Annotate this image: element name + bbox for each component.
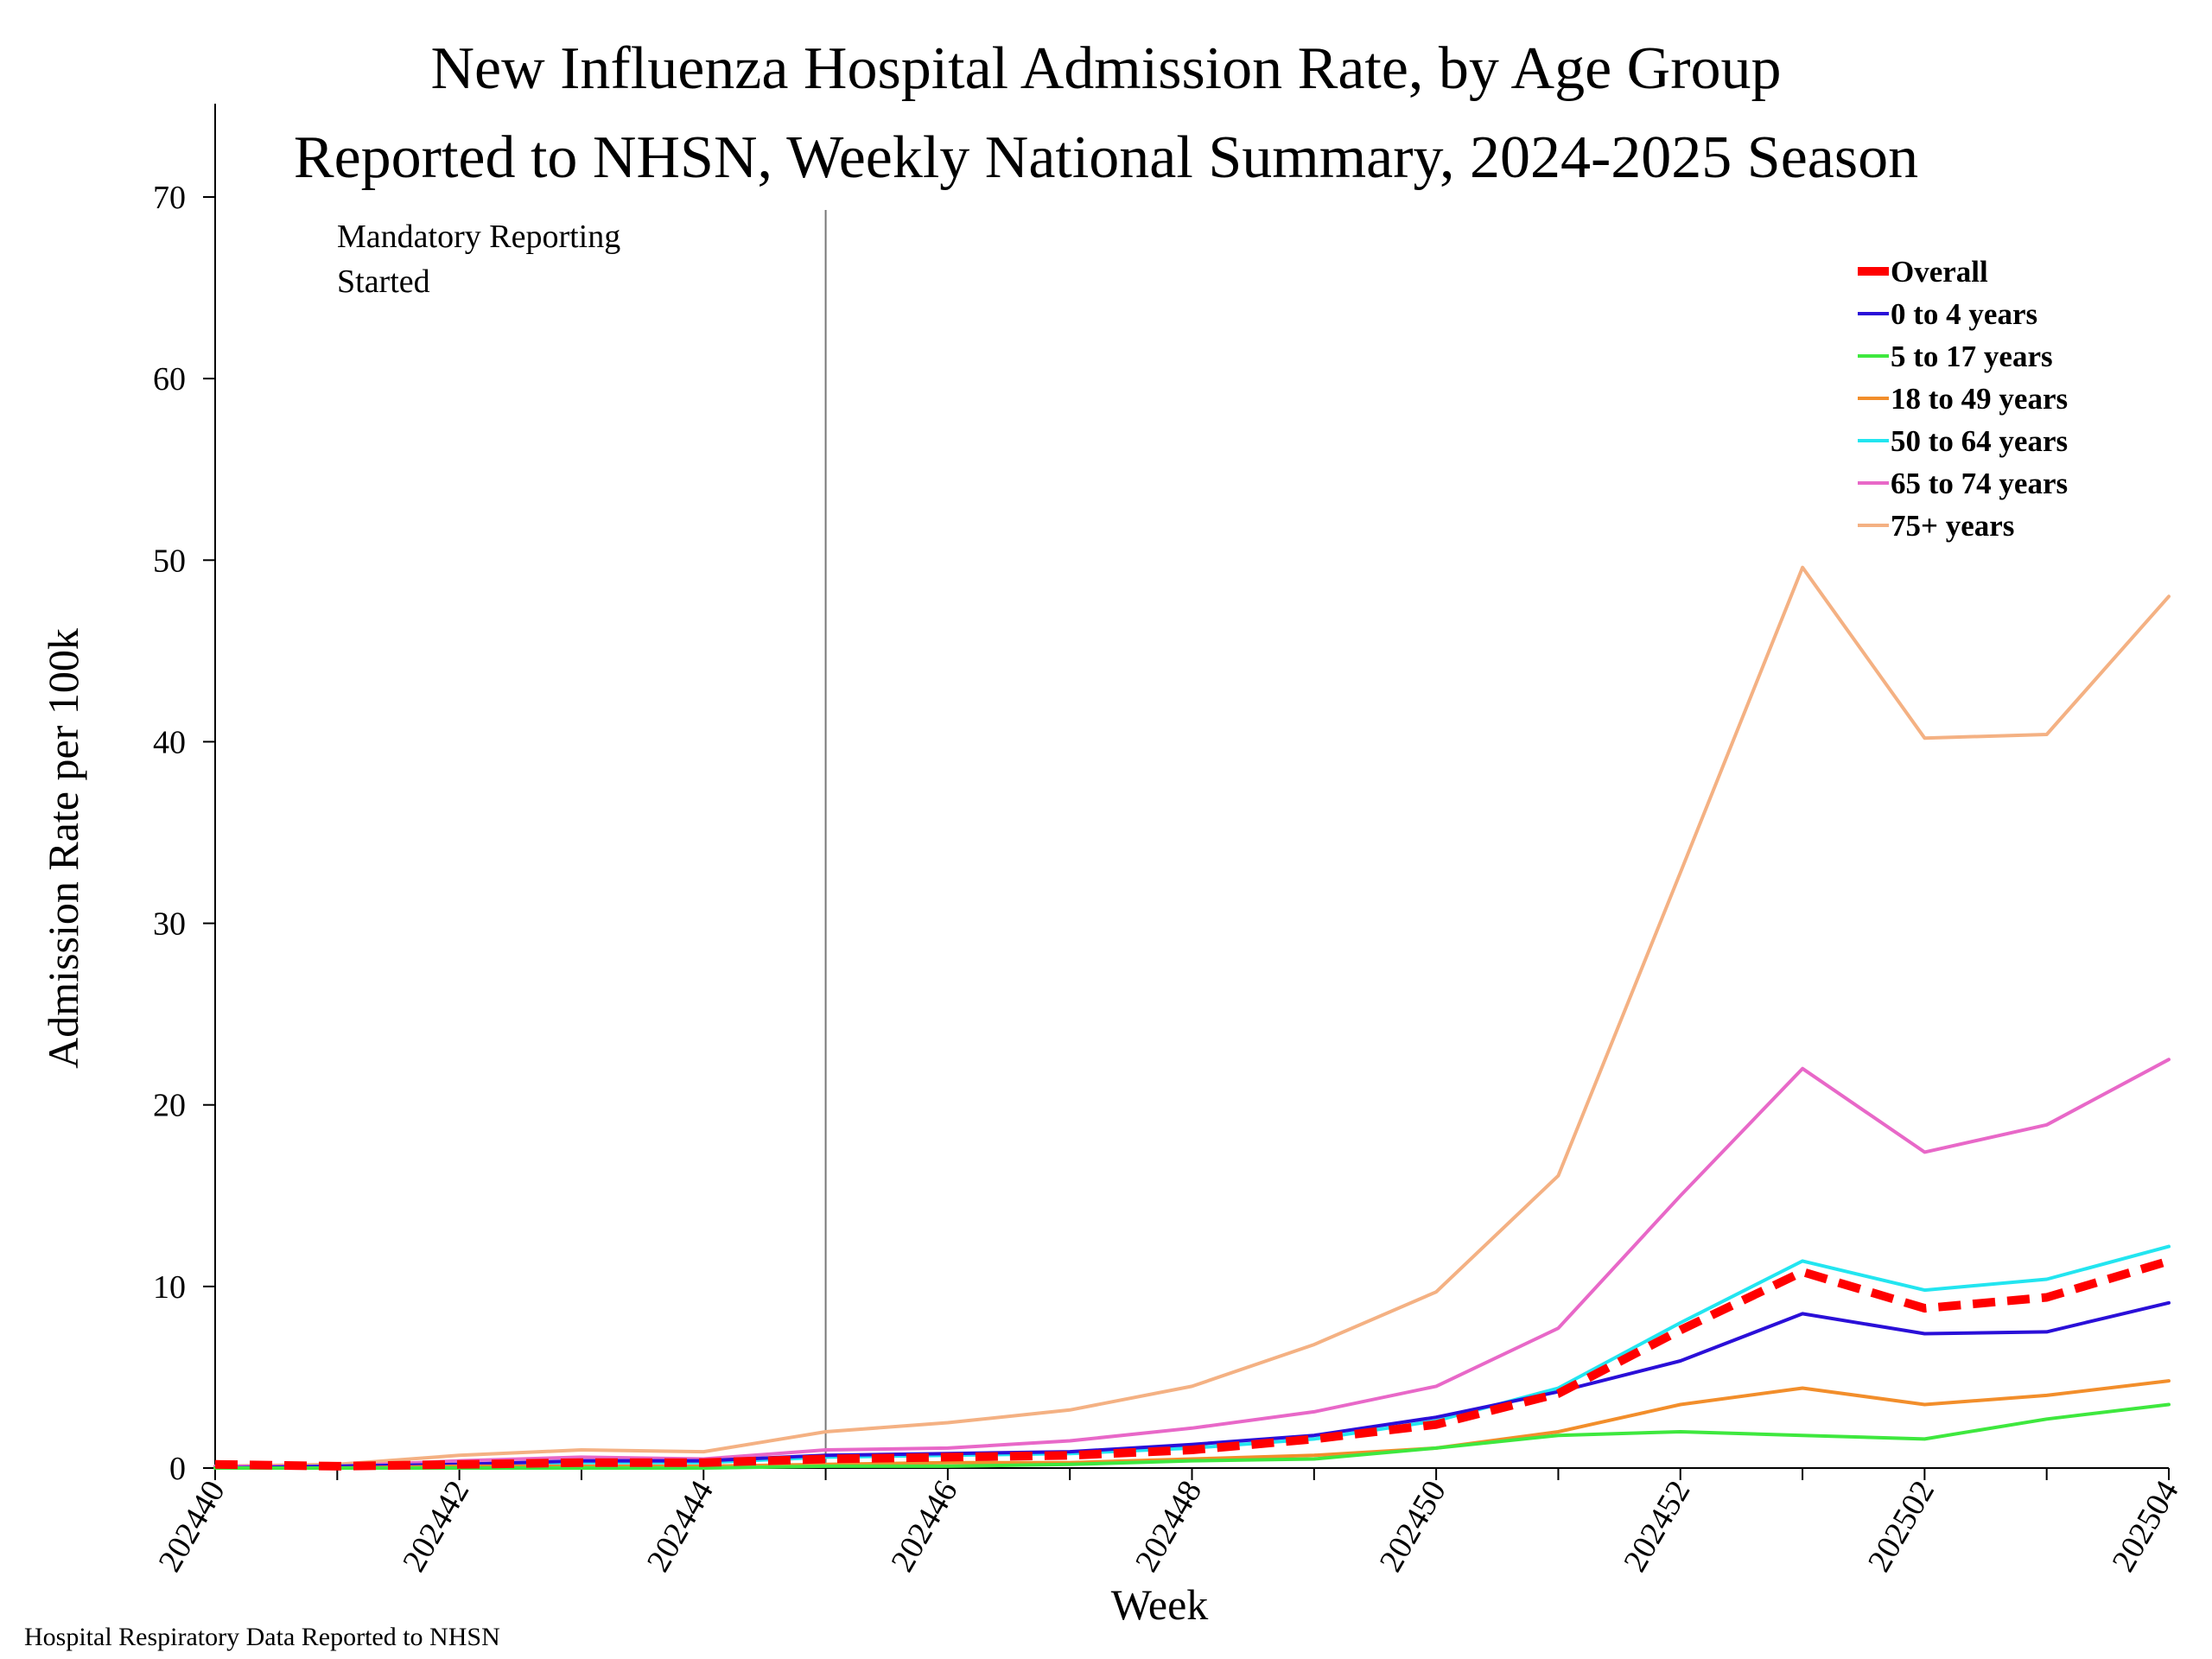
x-axis-label: Week xyxy=(1111,1580,1209,1629)
series-line-18-to-49-years xyxy=(213,1379,2171,1470)
legend-label: 50 to 64 years xyxy=(1891,424,2068,458)
series-line-75-years xyxy=(213,565,2171,1468)
x-axis-ticks: 202440 202442 202444 202446 202448 202450 2024… xyxy=(151,1468,2186,1579)
series-line-5-to-17-years xyxy=(213,1402,2171,1470)
series-lines xyxy=(213,565,2171,1471)
x-tick-label: 202446 xyxy=(884,1475,964,1579)
chart-title-line2: Reported to NHSN, Weekly National Summar… xyxy=(294,124,1918,191)
y-tick-label: 10 xyxy=(153,1269,186,1306)
legend: Overall 0 to 4 years 5 to 17 years 18 to 49… xyxy=(1858,255,2068,543)
x-tick-label: 202450 xyxy=(1373,1475,1453,1579)
x-tick-label: 202442 xyxy=(396,1475,476,1579)
legend-label: 65 to 74 years xyxy=(1891,467,2068,500)
y-tick-label: 60 xyxy=(153,361,186,397)
series-line-50-to-64-years xyxy=(213,1244,2171,1470)
x-tick-label: 202504 xyxy=(2105,1475,2185,1579)
legend-label: 0 to 4 years xyxy=(1891,297,2037,331)
annotation-line1: Mandatory Reporting xyxy=(337,219,620,255)
y-tick-label: 0 xyxy=(169,1451,186,1487)
x-tick-label: 202448 xyxy=(1128,1475,1209,1579)
x-tick-label: 202502 xyxy=(1861,1475,1942,1579)
legend-label: 5 to 17 years xyxy=(1891,340,2053,373)
legend-label: 18 to 49 years xyxy=(1891,382,2068,416)
x-tick-label: 202444 xyxy=(640,1475,721,1579)
legend-label: 75+ years xyxy=(1891,509,2014,543)
y-tick-label: 50 xyxy=(153,543,186,579)
x-tick-label: 202452 xyxy=(1617,1475,1697,1579)
annotation-line2: Started xyxy=(337,264,430,300)
footer-source: Hospital Respiratory Data Reported to NH… xyxy=(24,1623,500,1651)
y-tick-label: 40 xyxy=(153,724,186,760)
series-line-65-to-74-years xyxy=(213,1058,2171,1468)
series-line-overall xyxy=(214,1256,2171,1471)
y-axis-ticks: 0 10 20 30 40 50 60 70 xyxy=(153,180,215,1487)
y-tick-label: 20 xyxy=(153,1088,186,1124)
x-tick-label: 202440 xyxy=(151,1475,232,1579)
y-tick-label: 30 xyxy=(153,906,186,943)
y-tick-label: 70 xyxy=(153,180,186,216)
y-axis-label: Admission Rate per 100k xyxy=(39,628,87,1069)
legend-label: Overall xyxy=(1891,255,1988,289)
chart-title-line1: New Influenza Hospital Admission Rate, b… xyxy=(430,35,1781,102)
